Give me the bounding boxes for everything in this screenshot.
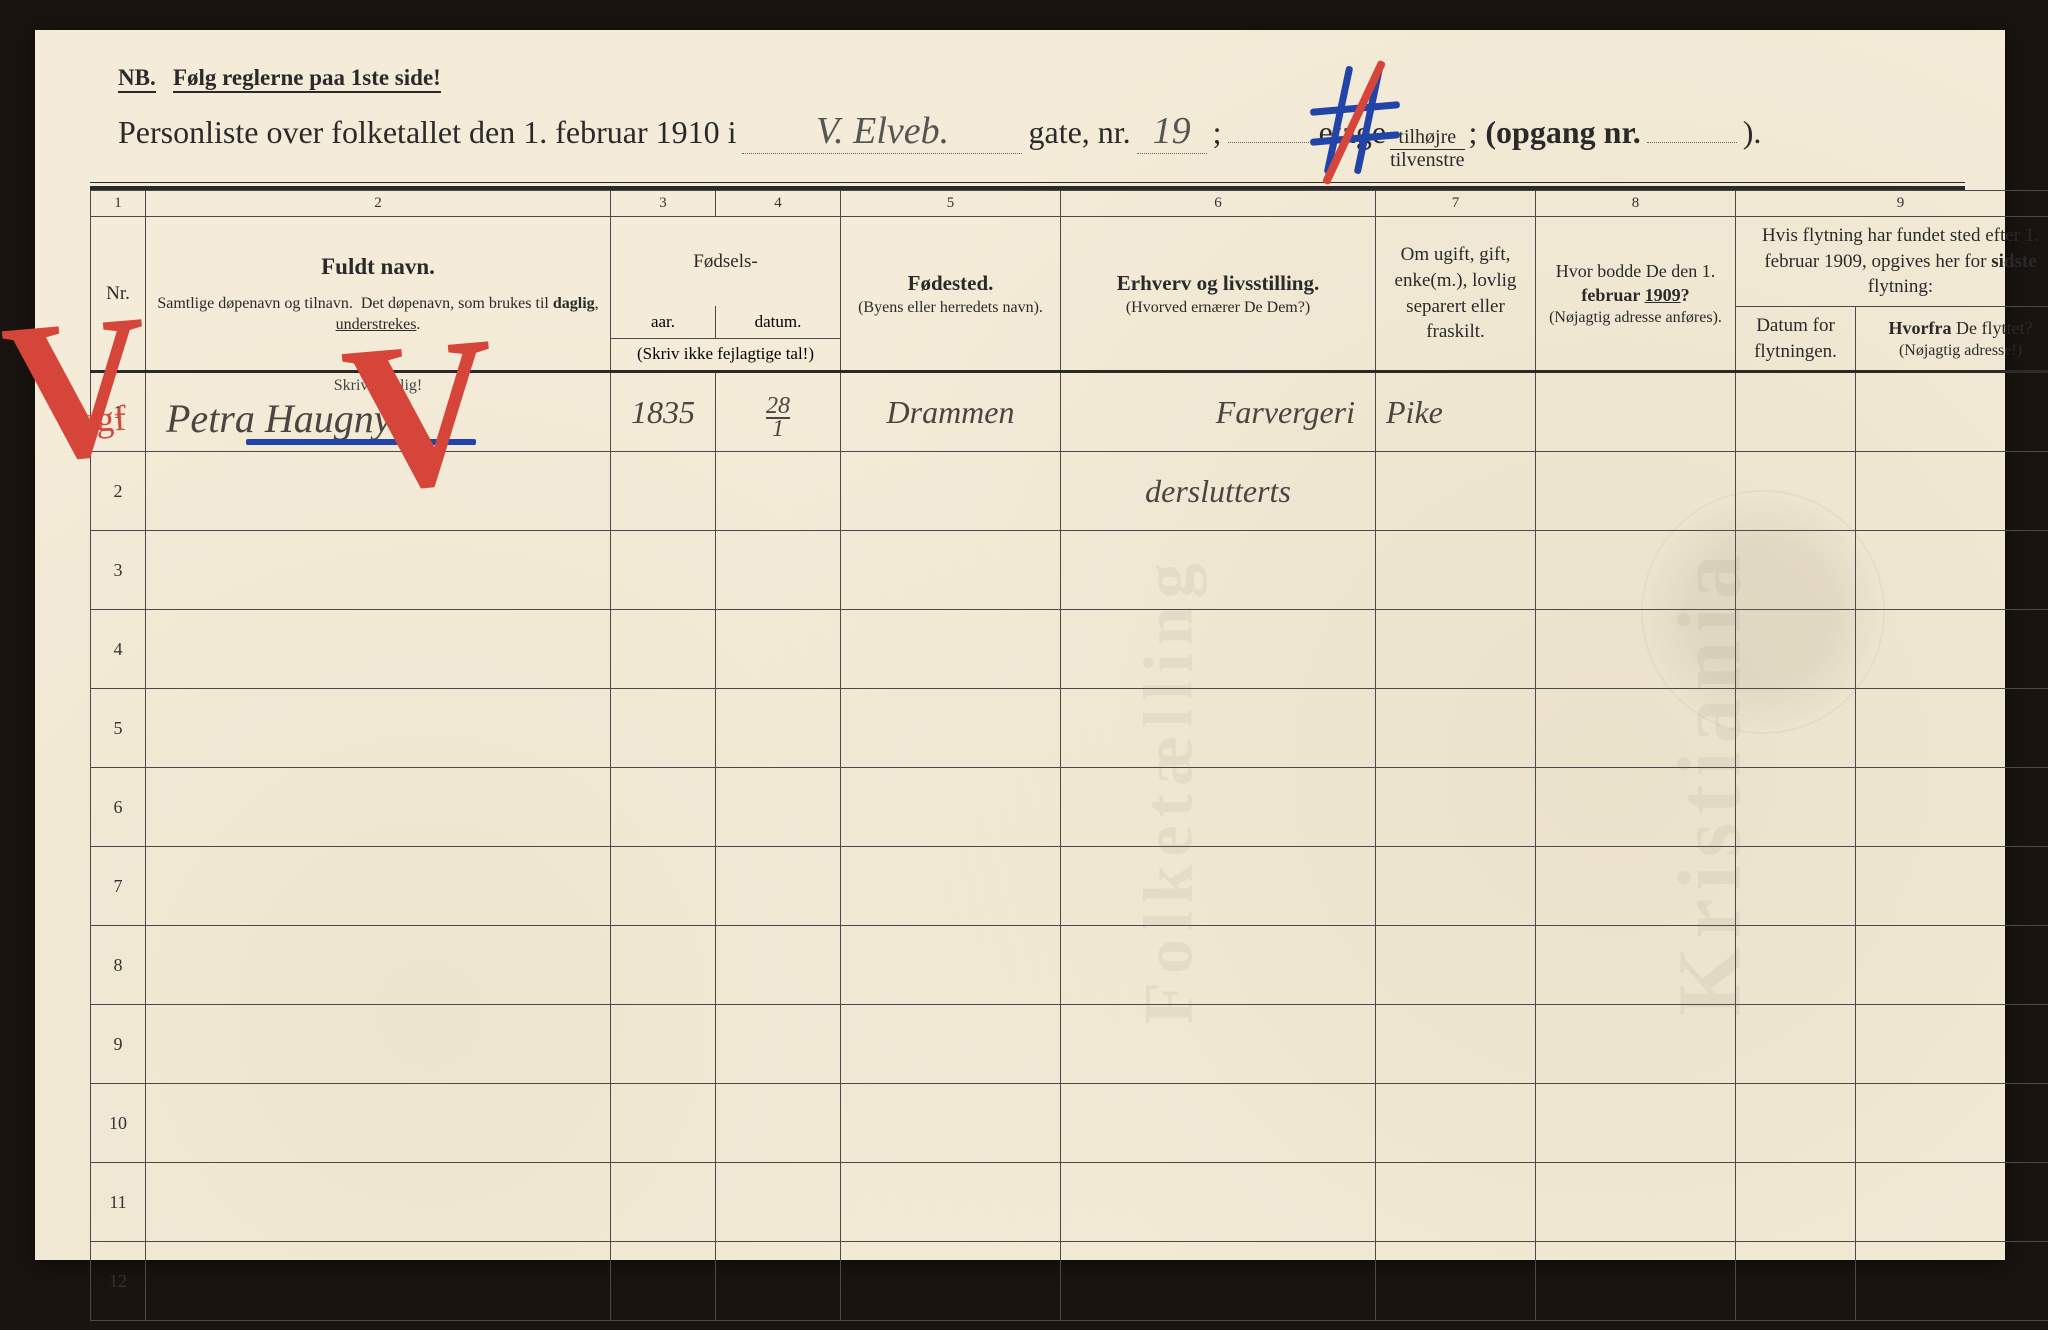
cell-movefrom-1 xyxy=(1856,372,2048,452)
closing-paren: ). xyxy=(1743,114,1762,151)
census-table: 1 2 3 4 5 6 7 8 9 Nr. Fuldt navn. Samtli… xyxy=(90,190,2048,1321)
cell-status-1: Pike xyxy=(1376,372,1536,452)
rownum-9: 9 xyxy=(91,1005,146,1084)
blue-underline xyxy=(246,439,476,445)
title-prefix: Personliste over folketallet den 1. febr… xyxy=(118,114,736,151)
hdr-move: Hvis flytning har fundet sted efter 1. f… xyxy=(1736,217,2048,307)
fraction-top: tilhøjre xyxy=(1390,127,1464,150)
rownum-2: 2 xyxy=(91,452,146,531)
rownum-7: 7 xyxy=(91,847,146,926)
data-row-10: 10 xyxy=(91,1084,2048,1163)
hdr-birthplace: Fødested. (Byens eller herredets navn). xyxy=(841,217,1061,372)
title-line: Personliste over folketallet den 1. febr… xyxy=(118,109,1965,170)
hdr-occupation: Erhverv og livsstilling. (Hvorved ernære… xyxy=(1061,217,1376,372)
rule-thin xyxy=(90,182,1965,183)
nb-label: NB. xyxy=(118,65,156,93)
data-row-7: 7 xyxy=(91,847,2048,926)
data-row-6: 6 xyxy=(91,768,2048,847)
colnum-1: 1 xyxy=(91,191,146,217)
cell-date-1: 28 1 xyxy=(716,372,841,452)
hdr-date: datum. xyxy=(716,306,841,338)
opgang-blank xyxy=(1647,142,1737,143)
hdr-year: aar. xyxy=(611,306,716,338)
skriv-tydelig: Skriv tydelig! xyxy=(334,377,422,395)
hdr-name-sub: Samtlige døpenavn og tilnavn. Det døpena… xyxy=(154,293,602,336)
cell-occ-2: derslutterts xyxy=(1061,452,1376,531)
direction-fraction: tilhøjre tilvenstre xyxy=(1390,127,1464,170)
data-row-11: 11 xyxy=(91,1163,2048,1242)
rownum-11: 11 xyxy=(91,1163,146,1242)
data-row-8: 8 xyxy=(91,926,2048,1005)
cell-movedate-1 xyxy=(1736,372,1856,452)
nb-instruction: NB. Følg reglerne paa 1ste side! xyxy=(118,65,1965,91)
etage-blank xyxy=(1228,142,1313,143)
rownum-6: 6 xyxy=(91,768,146,847)
cell-birthplace-2 xyxy=(841,452,1061,531)
cell-1909-1 xyxy=(1536,372,1736,452)
rownum-5: 5 xyxy=(91,689,146,768)
semicolon2: ; xyxy=(1469,114,1478,151)
colnum-8: 8 xyxy=(1536,191,1736,217)
hdr-birth-note: (Skriv ikke fejlagtige tal!) xyxy=(611,338,841,371)
cell-occ-1: Farvergeri xyxy=(1061,372,1376,452)
nr-handwritten: 19 xyxy=(1137,109,1207,154)
opgang-label: (opgang nr. xyxy=(1485,114,1640,151)
nb-text: Følg reglerne paa 1ste side! xyxy=(173,65,441,93)
colnum-3: 3 xyxy=(611,191,716,217)
hdr-status: Om ugift, gift, enke(m.), lovlig separer… xyxy=(1376,217,1536,372)
header-row-1: Nr. Fuldt navn. Samtlige døpenavn og til… xyxy=(91,217,2048,307)
rownum-4: 4 xyxy=(91,610,146,689)
cell-birthplace-1: Drammen xyxy=(841,372,1061,452)
rownum-8: 8 xyxy=(91,926,146,1005)
data-row-12: 12 xyxy=(91,1242,2048,1321)
census-form-paper: NB. Følg reglerne paa 1ste side! Personl… xyxy=(35,30,2005,1260)
hdr-move-from: Hvorfra De flyttet? (Nøjagtig adresse!) xyxy=(1856,306,2048,371)
cell-year-1: 1835 xyxy=(611,372,716,452)
data-row-9: 9 xyxy=(91,1005,2048,1084)
hdr-move-date: Datum for flytningen. xyxy=(1736,306,1856,371)
data-row-3: 3 xyxy=(91,531,2048,610)
semicolon: ; xyxy=(1213,114,1222,151)
data-row-1: 1 Skriv tydelig! Petra Haugny 1835 28 1 … xyxy=(91,372,2048,452)
rownum-12: 12 xyxy=(91,1242,146,1321)
colnum-4: 4 xyxy=(716,191,841,217)
cell-name-1: Skriv tydelig! Petra Haugny xyxy=(146,372,611,452)
data-row-4: 4 xyxy=(91,610,2048,689)
cell-movefrom-2 xyxy=(1856,452,2048,531)
cell-name-2 xyxy=(146,452,611,531)
colnum-9: 9 xyxy=(1736,191,2048,217)
data-row-2: 2 derslutterts xyxy=(91,452,2048,531)
colnum-2: 2 xyxy=(146,191,611,217)
hw-name: Petra Haugny xyxy=(166,395,392,442)
red-side-annotation: ugf xyxy=(77,397,127,441)
cell-date-2 xyxy=(716,452,841,531)
colnum-5: 5 xyxy=(841,191,1061,217)
rownum-10: 10 xyxy=(91,1084,146,1163)
cell-status-2 xyxy=(1376,452,1536,531)
cell-movedate-2 xyxy=(1736,452,1856,531)
hdr-name: Fuldt navn. Samtlige døpenavn og tilnavn… xyxy=(146,217,611,372)
colnum-7: 7 xyxy=(1376,191,1536,217)
fraction-bot: tilvenstre xyxy=(1390,150,1464,170)
data-row-5: 5 xyxy=(91,689,2048,768)
hdr-nr: Nr. xyxy=(91,217,146,372)
hdr-birth: Fødsels- xyxy=(611,217,841,307)
rownum-3: 3 xyxy=(91,531,146,610)
hdr-prev-address: Hvor bodde De den 1. februar 1909? (Nøja… xyxy=(1536,217,1736,372)
etage-label: etage xyxy=(1319,114,1387,151)
gate-label: gate, nr. xyxy=(1028,114,1130,151)
colnum-6: 6 xyxy=(1061,191,1376,217)
column-number-row: 1 2 3 4 5 6 7 8 9 xyxy=(91,191,2048,217)
cell-year-2 xyxy=(611,452,716,531)
cell-1909-2 xyxy=(1536,452,1736,531)
street-handwritten: V. Elveb. xyxy=(742,109,1022,154)
